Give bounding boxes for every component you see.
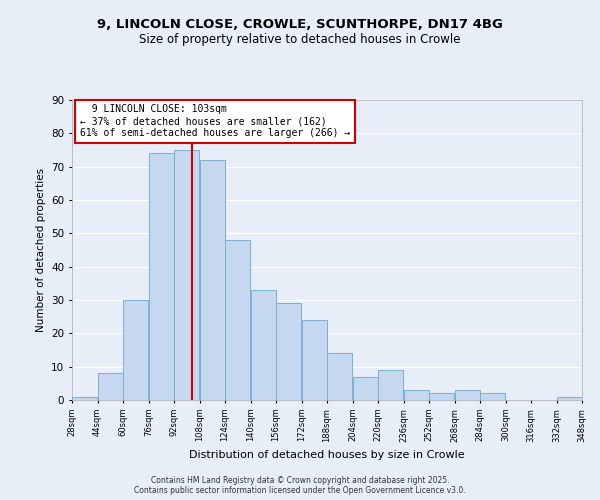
Bar [353, 376, 378, 400]
Bar [480, 394, 505, 400]
Bar [200, 160, 225, 400]
Bar [327, 354, 352, 400]
Text: 9, LINCOLN CLOSE, CROWLE, SCUNTHORPE, DN17 4BG: 9, LINCOLN CLOSE, CROWLE, SCUNTHORPE, DN… [97, 18, 503, 30]
Bar [72, 396, 97, 400]
X-axis label: Distribution of detached houses by size in Crowle: Distribution of detached houses by size … [189, 450, 465, 460]
Bar [225, 240, 250, 400]
Y-axis label: Number of detached properties: Number of detached properties [35, 168, 46, 332]
Bar [149, 154, 174, 400]
Bar [98, 374, 123, 400]
Bar [123, 300, 148, 400]
Text: Size of property relative to detached houses in Crowle: Size of property relative to detached ho… [139, 32, 461, 46]
Bar [251, 290, 276, 400]
Bar [557, 396, 582, 400]
Bar [404, 390, 429, 400]
Bar [302, 320, 327, 400]
Bar [429, 394, 454, 400]
Bar [378, 370, 403, 400]
Bar [455, 390, 480, 400]
Bar [276, 304, 301, 400]
Text: Contains public sector information licensed under the Open Government Licence v3: Contains public sector information licen… [134, 486, 466, 495]
Text: 9 LINCOLN CLOSE: 103sqm
← 37% of detached houses are smaller (162)
61% of semi-d: 9 LINCOLN CLOSE: 103sqm ← 37% of detache… [80, 104, 350, 138]
Text: Contains HM Land Registry data © Crown copyright and database right 2025.: Contains HM Land Registry data © Crown c… [151, 476, 449, 485]
Bar [174, 150, 199, 400]
